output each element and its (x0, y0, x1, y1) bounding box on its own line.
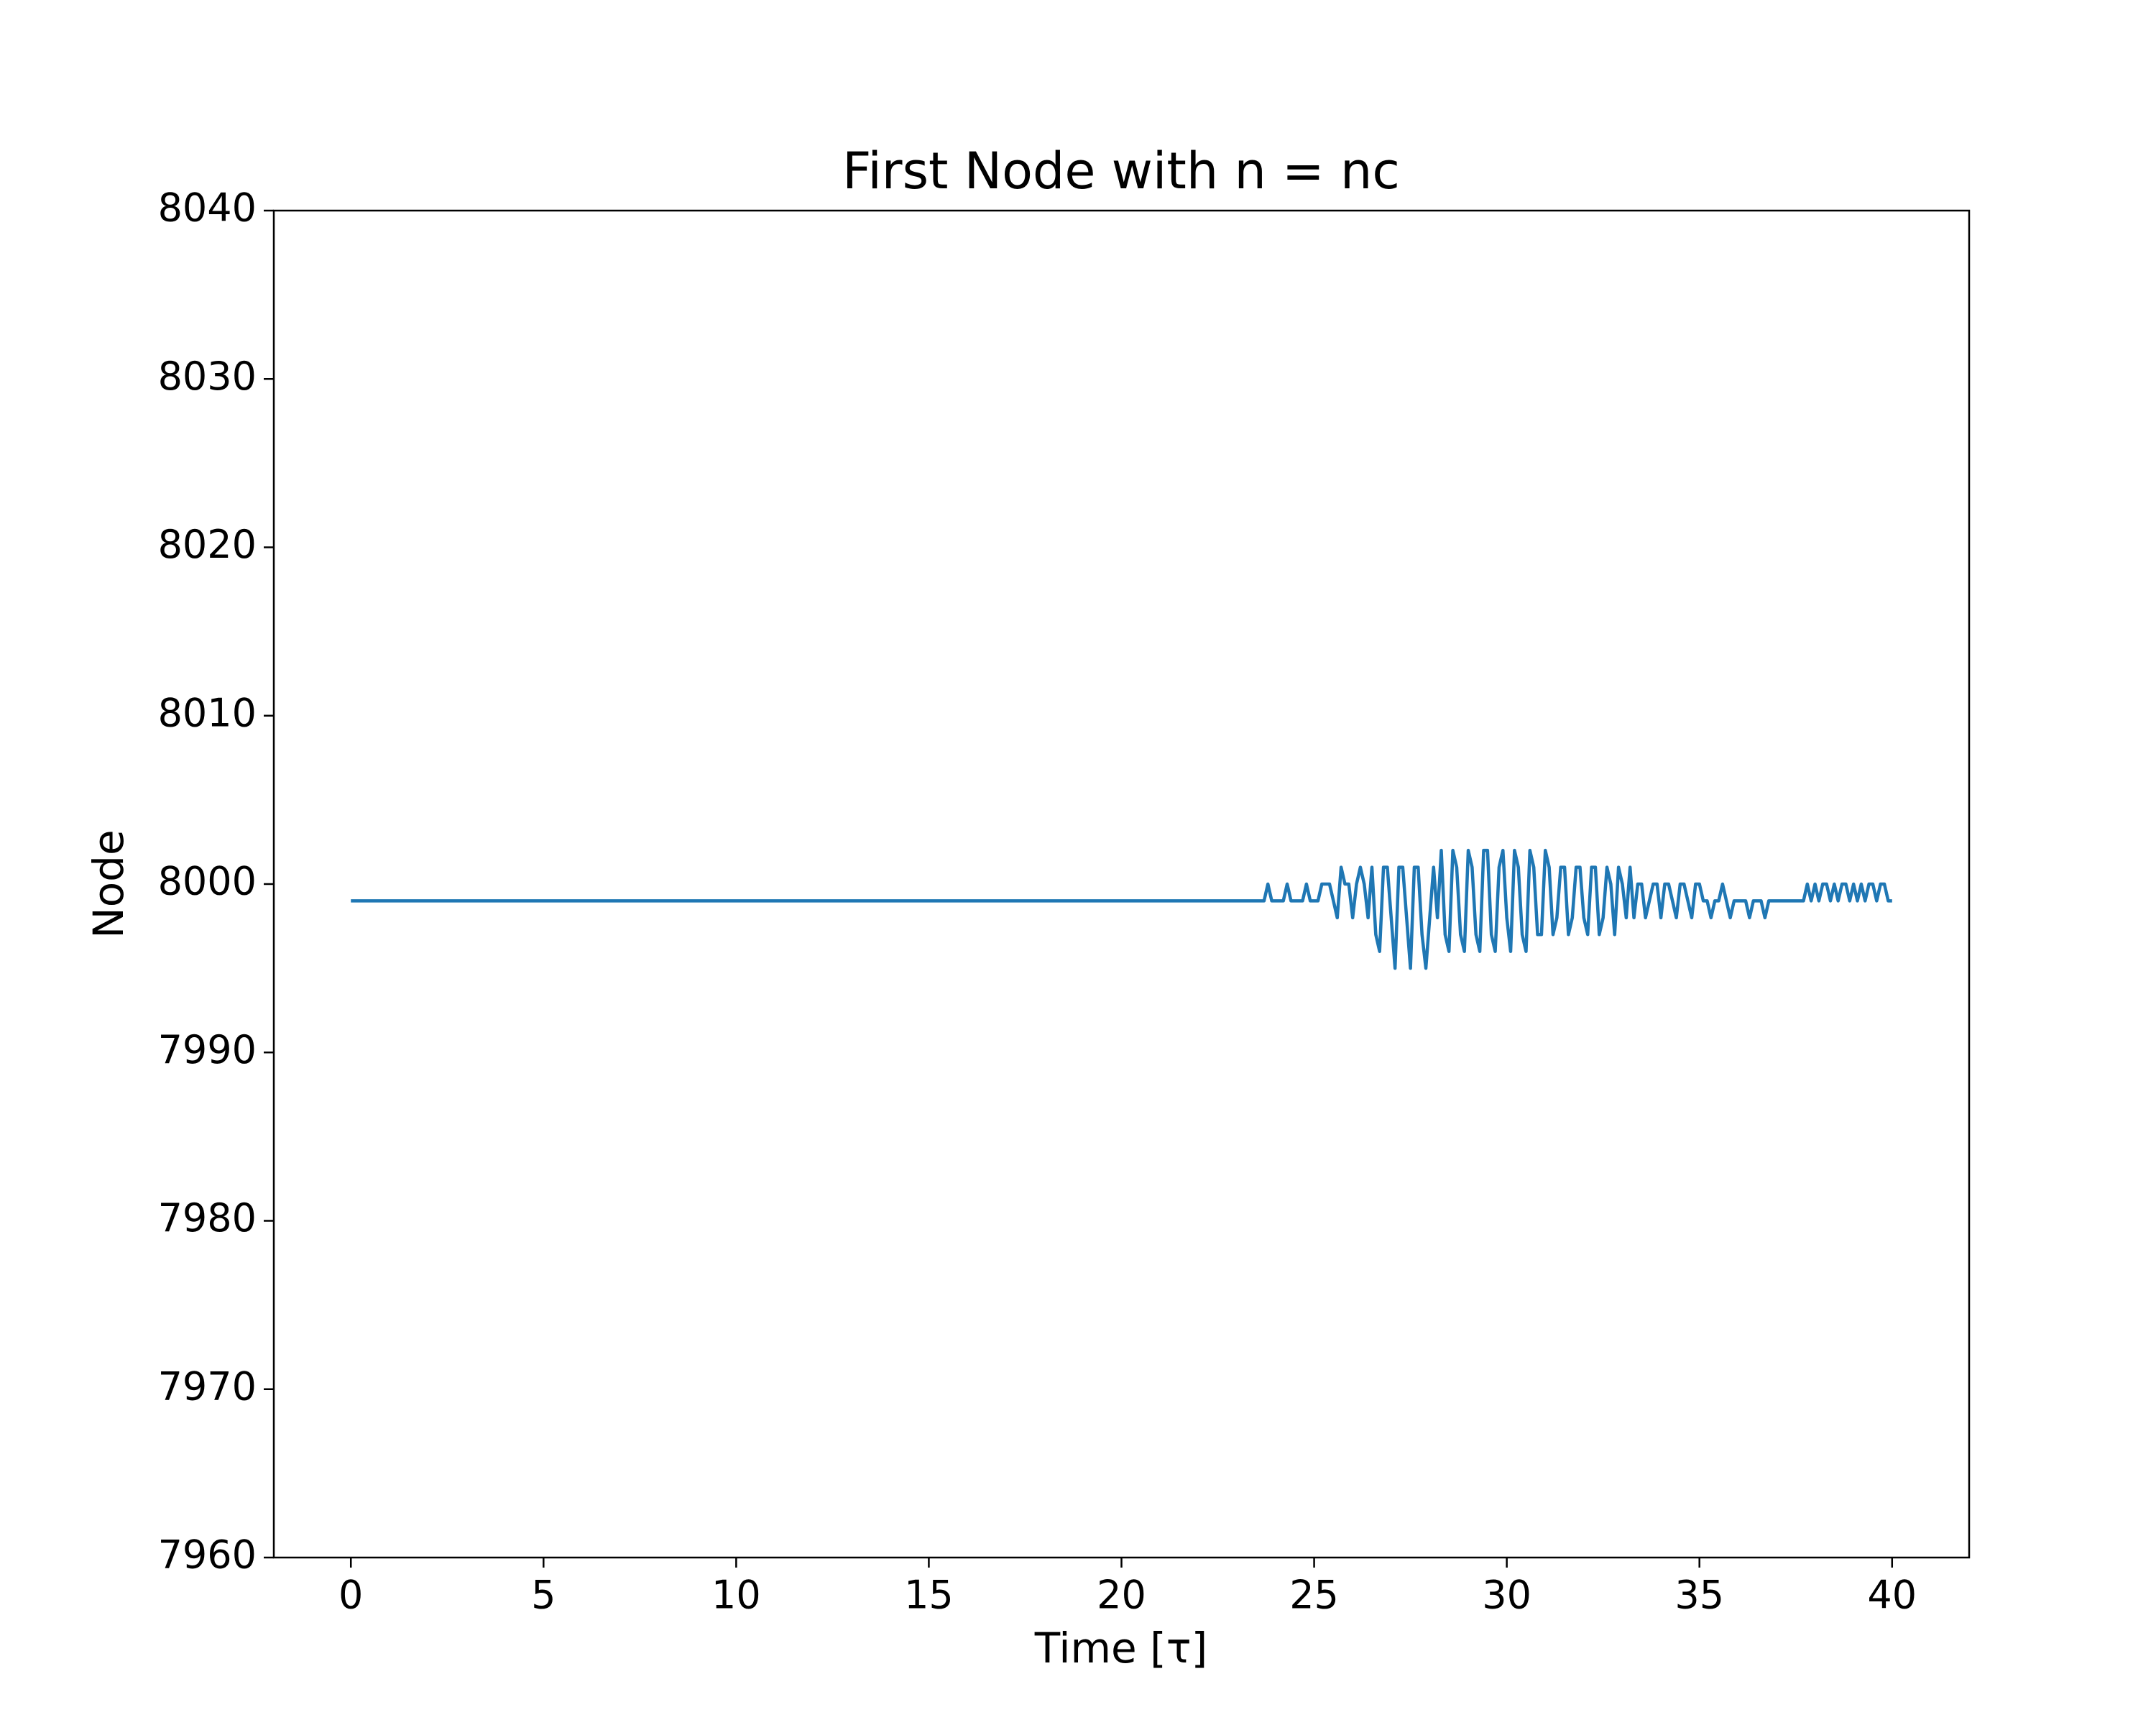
x-tick-label: 15 (904, 1573, 954, 1618)
x-tick-label: 35 (1674, 1573, 1724, 1618)
x-tick-label: 40 (1867, 1573, 1917, 1618)
x-tick-label: 20 (1097, 1573, 1146, 1618)
y-tick-label: 7980 (158, 1195, 257, 1241)
x-tick-label: 0 (338, 1573, 363, 1618)
x-axis-label: Time [τ] (1034, 1624, 1208, 1673)
y-tick-label: 8020 (158, 522, 257, 567)
y-tick-label: 8030 (158, 354, 257, 399)
y-tick-label: 7970 (158, 1363, 257, 1409)
y-tick-label: 8000 (158, 859, 257, 904)
x-tick-label: 25 (1289, 1573, 1339, 1618)
y-tick-label: 7990 (158, 1027, 257, 1072)
x-tick-label: 5 (531, 1573, 556, 1618)
plot-frame (272, 209, 1971, 1559)
x-tick-label: 10 (711, 1573, 761, 1618)
y-tick-label: 7960 (158, 1532, 257, 1578)
y-axis-label: Node (84, 829, 133, 938)
x-tick-label: 30 (1482, 1573, 1531, 1618)
chart-title: First Node with n = nc (842, 142, 1400, 201)
y-tick-label: 8010 (158, 690, 257, 735)
y-tick-label: 8040 (158, 185, 257, 231)
data-line (351, 848, 1892, 970)
